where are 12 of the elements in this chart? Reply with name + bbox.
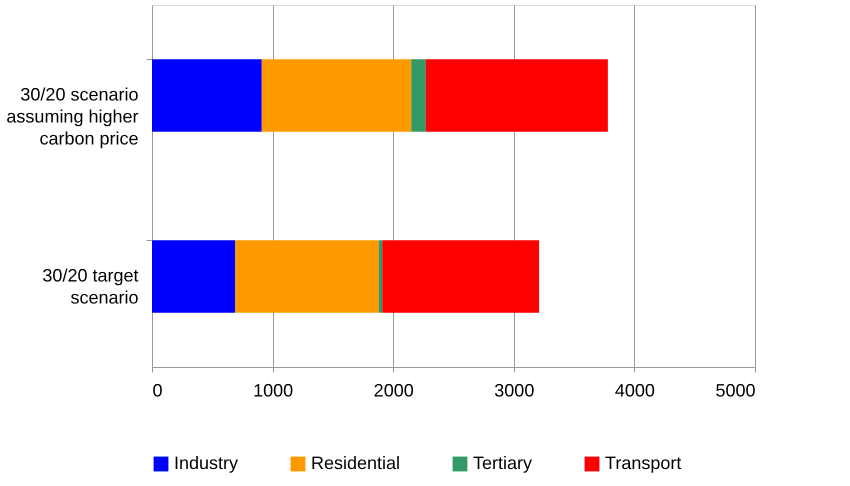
legend-label: Residential [311,453,400,473]
y-tick-label: 30/20 scenario assuming higher carbon price [6,84,138,148]
x-tick-label: 4000 [614,380,655,400]
x-tick-label: 1000 [253,380,294,400]
legend-label: Transport [605,453,682,473]
y-tick-label: 30/20 target scenario [42,266,138,308]
x-tick-label: 3000 [494,380,534,400]
legend-label: Industry [174,453,238,473]
x-tick-label: 2000 [374,380,414,400]
x-tick-label: 0 [152,380,163,400]
legend-label: Tertiary [473,453,532,473]
x-tick-label: 5000 [715,380,756,400]
